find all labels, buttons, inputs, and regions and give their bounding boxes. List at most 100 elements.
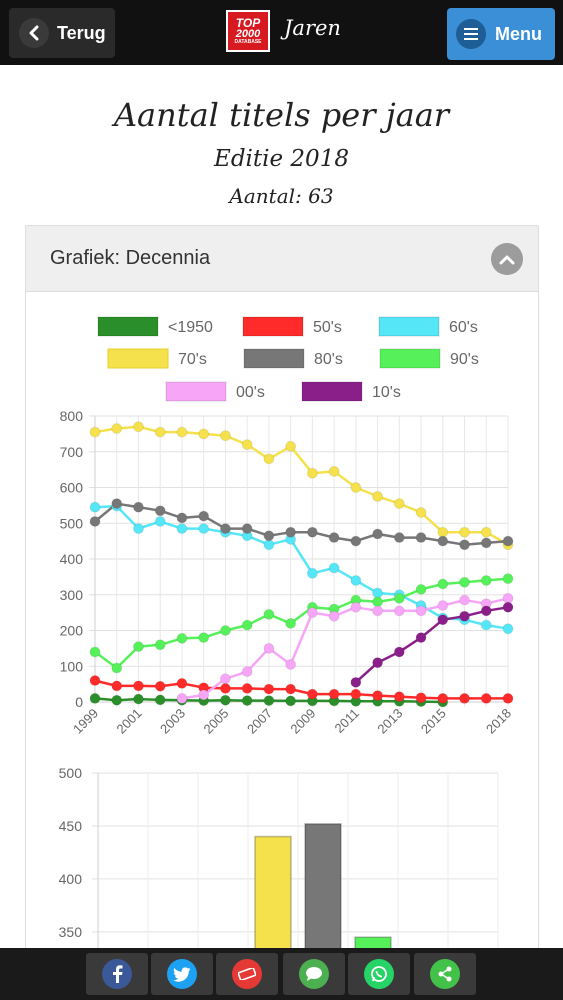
series-line xyxy=(181,597,509,700)
series-point xyxy=(89,501,101,513)
chevron-up-icon[interactable] xyxy=(491,243,523,275)
series-point xyxy=(241,439,253,451)
series-point xyxy=(198,510,210,522)
series-point xyxy=(132,501,144,513)
series-point xyxy=(219,673,231,685)
series-point xyxy=(502,623,514,635)
series-point xyxy=(111,680,123,692)
series-point xyxy=(306,567,318,579)
series-point xyxy=(437,599,449,611)
series-point xyxy=(350,688,362,700)
series-point xyxy=(176,512,188,524)
menu-button[interactable]: Menu xyxy=(447,8,555,60)
series-point xyxy=(285,617,297,629)
page-title: Aantal titels per jaar xyxy=(113,96,450,134)
series-point xyxy=(132,523,144,535)
series-point xyxy=(263,608,275,620)
series-point xyxy=(154,639,166,651)
logo-text-top: TOP xyxy=(235,16,261,30)
series-point xyxy=(437,578,449,590)
series-point xyxy=(219,523,231,535)
legend-label: 50's xyxy=(313,319,342,336)
series-point xyxy=(328,610,340,622)
series-point xyxy=(198,428,210,440)
legend-label: <1950 xyxy=(168,319,213,336)
series-point xyxy=(132,693,144,705)
series-point xyxy=(350,676,362,688)
series-point xyxy=(328,465,340,477)
line-chart-y-tick-label: 500 xyxy=(60,515,84,531)
line-chart-y-tick-label: 300 xyxy=(60,587,84,603)
series-point xyxy=(263,642,275,654)
menu-button-label: Menu xyxy=(495,23,542,44)
line-chart-y-tick-label: 800 xyxy=(60,408,84,424)
edition-subtitle: Editie 2018 xyxy=(214,146,349,172)
share-icon xyxy=(430,959,460,989)
series-point xyxy=(459,526,471,538)
chart-card-header[interactable]: Grafiek: Decennia xyxy=(26,226,538,292)
series-point xyxy=(480,526,492,538)
series-point xyxy=(241,619,253,631)
legend-label: 90's xyxy=(450,351,479,368)
chart-card-title: Grafiek: Decennia xyxy=(50,247,211,269)
series-point xyxy=(372,690,384,702)
series-point xyxy=(350,535,362,547)
legend-swatch xyxy=(107,348,169,369)
hamburger-icon xyxy=(456,19,486,49)
legend-swatch xyxy=(243,348,305,369)
series-point xyxy=(154,426,166,438)
bar-chart-y-tick-label: 500 xyxy=(59,765,83,781)
series-point xyxy=(89,515,101,527)
share-twitter-button[interactable] xyxy=(151,953,213,995)
series-point xyxy=(111,694,123,706)
series-point xyxy=(372,490,384,502)
series-point xyxy=(132,680,144,692)
series-point xyxy=(154,680,166,692)
legend-swatch xyxy=(97,316,159,337)
series-point xyxy=(372,528,384,540)
series-point xyxy=(459,539,471,551)
legend-swatch xyxy=(301,381,363,402)
line-chart-x-tick-label: 2001 xyxy=(114,706,145,737)
line-chart-y-tick-label: 0 xyxy=(75,694,83,710)
ticket-icon xyxy=(232,959,262,989)
series-point xyxy=(415,507,427,519)
series-point xyxy=(502,535,514,547)
share-generic-button[interactable] xyxy=(414,953,476,995)
series-point xyxy=(176,426,188,438)
series-point xyxy=(393,532,405,544)
line-chart-x-tick-label: 2018 xyxy=(483,706,514,737)
series-point xyxy=(372,605,384,617)
facebook-icon xyxy=(102,959,132,989)
logo-text-number: 2000 xyxy=(235,28,261,40)
series-point xyxy=(328,688,340,700)
back-button[interactable]: Terug xyxy=(9,8,115,58)
series-point xyxy=(111,498,123,510)
series-point xyxy=(480,619,492,631)
legend-swatch xyxy=(242,316,304,337)
line-chart-x-tick-label: 2005 xyxy=(200,706,231,737)
share-facebook-button[interactable] xyxy=(86,953,148,995)
top2000-logo[interactable]: TOP 2000 DATABASE xyxy=(226,10,270,52)
back-button-label: Terug xyxy=(57,22,106,43)
series-point xyxy=(393,605,405,617)
share-ticket-button[interactable] xyxy=(216,953,278,995)
line-chart-x-tick-label: 2015 xyxy=(418,706,449,737)
line-chart-y-tick-label: 400 xyxy=(60,551,84,567)
legend-label: 10's xyxy=(372,384,401,401)
share-message-button[interactable] xyxy=(283,953,345,995)
series-point xyxy=(241,682,253,694)
series-point xyxy=(263,695,275,707)
series-point xyxy=(176,692,188,704)
line-chart-x-tick-label: 2003 xyxy=(157,706,188,737)
series-point xyxy=(502,692,514,704)
share-bar xyxy=(0,948,563,1000)
series-point xyxy=(350,601,362,613)
series-point xyxy=(328,532,340,544)
chart-card: Grafiek: Decennia <1950 50's 60's 70's 80's 9… xyxy=(25,225,539,985)
series-point xyxy=(132,641,144,653)
series-point xyxy=(415,605,427,617)
series-point xyxy=(415,632,427,644)
share-whatsapp-button[interactable] xyxy=(348,953,410,995)
series-point xyxy=(415,583,427,595)
